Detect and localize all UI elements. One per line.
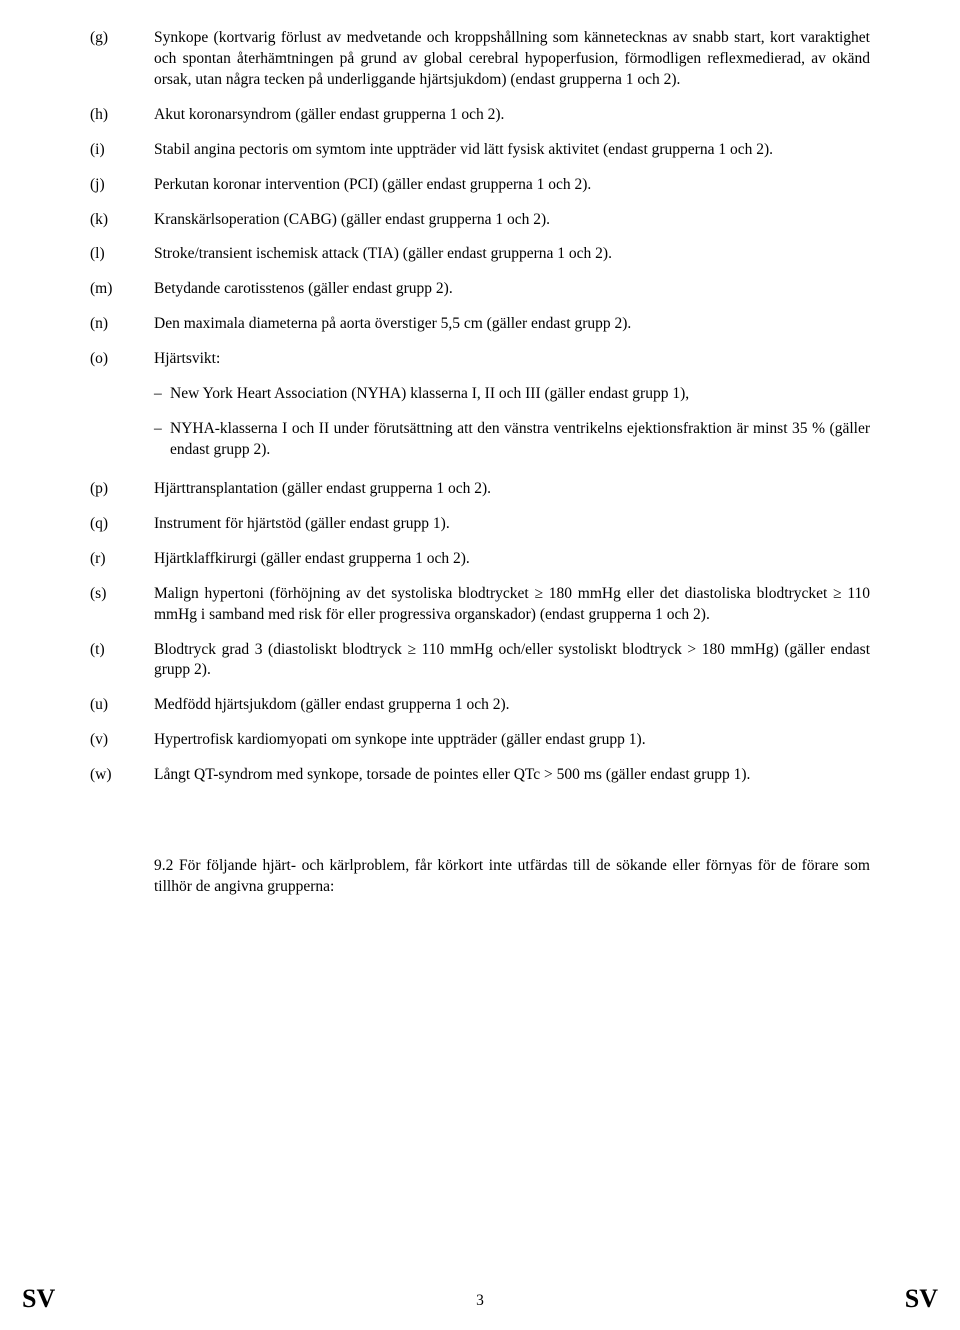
list-item: (k)Kranskärlsoperation (CABG) (gäller en… (90, 210, 870, 231)
list-item: (o)Hjärtsvikt: (90, 349, 870, 370)
item-label: (j) (90, 175, 154, 196)
list-item: (v)Hypertrofisk kardiomyopati om synkope… (90, 730, 870, 751)
item-label: (s) (90, 584, 154, 626)
item-text: Synkope (kortvarig förlust av medvetande… (154, 28, 870, 91)
item-text: Medfödd hjärtsjukdom (gäller endast grup… (154, 695, 870, 716)
sublist-item: –New York Heart Association (NYHA) klass… (154, 384, 870, 405)
item-label: (v) (90, 730, 154, 751)
footer-right: SV (905, 1284, 938, 1314)
dash-icon: – (154, 419, 170, 461)
item-text: Stroke/transient ischemisk attack (TIA) … (154, 244, 870, 265)
sublist-text: NYHA-klasserna I och II under förutsättn… (170, 419, 870, 461)
list-item: (j)Perkutan koronar intervention (PCI) (… (90, 175, 870, 196)
item-label: (o) (90, 349, 154, 370)
item-label: (w) (90, 765, 154, 786)
item-label: (u) (90, 695, 154, 716)
item-text: Betydande carotisstenos (gäller endast g… (154, 279, 870, 300)
sublist-item: –NYHA-klasserna I och II under förutsätt… (154, 419, 870, 461)
list-item: (l)Stroke/transient ischemisk attack (TI… (90, 244, 870, 265)
list-item: (m)Betydande carotisstenos (gäller endas… (90, 279, 870, 300)
item-label: (p) (90, 479, 154, 500)
list-item: (p)Hjärttransplantation (gäller endast g… (90, 479, 870, 500)
list-item: (q)Instrument för hjärtstöd (gäller enda… (90, 514, 870, 535)
item-label: (r) (90, 549, 154, 570)
list-item: (w)Långt QT-syndrom med synkope, torsade… (90, 765, 870, 786)
item-label: (q) (90, 514, 154, 535)
item-text: Hjärtklaffkirurgi (gäller endast grupper… (154, 549, 870, 570)
item-text: Perkutan koronar intervention (PCI) (gäl… (154, 175, 870, 196)
list-p-to-w: (p)Hjärttransplantation (gäller endast g… (90, 479, 870, 786)
item-label: (k) (90, 210, 154, 231)
list-item: (u)Medfödd hjärtsjukdom (gäller endast g… (90, 695, 870, 716)
item-text: Stabil angina pectoris om symtom inte up… (154, 140, 870, 161)
item-text: Akut koronarsyndrom (gäller endast grupp… (154, 105, 870, 126)
list-item: (t)Blodtryck grad 3 (diastoliskt blodtry… (90, 640, 870, 682)
item-label: (m) (90, 279, 154, 300)
item-label: (h) (90, 105, 154, 126)
page-number: 3 (0, 1292, 960, 1310)
item-label: (l) (90, 244, 154, 265)
list-item: (g)Synkope (kortvarig förlust av medveta… (90, 28, 870, 91)
item-text: Långt QT-syndrom med synkope, torsade de… (154, 765, 870, 786)
item-label: (g) (90, 28, 154, 91)
list-item: (s)Malign hypertoni (förhöjning av det s… (90, 584, 870, 626)
list-g-to-o: (g)Synkope (kortvarig förlust av medveta… (90, 28, 870, 370)
item-text: Instrument för hjärtstöd (gäller endast … (154, 514, 870, 535)
item-label: (t) (90, 640, 154, 682)
list-item: (r)Hjärtklaffkirurgi (gäller endast grup… (90, 549, 870, 570)
item-label: (n) (90, 314, 154, 335)
sublist-text: New York Heart Association (NYHA) klasse… (170, 384, 870, 405)
paragraph-9-2: 9.2 För följande hjärt- och kärlproblem,… (154, 856, 870, 898)
item-text: Den maximala diameterna på aorta översti… (154, 314, 870, 335)
sublist-o: –New York Heart Association (NYHA) klass… (154, 384, 870, 461)
item-label: (i) (90, 140, 154, 161)
item-text: Hjärttransplantation (gäller endast grup… (154, 479, 870, 500)
list-item: (i)Stabil angina pectoris om symtom inte… (90, 140, 870, 161)
item-text: Hjärtsvikt: (154, 349, 870, 370)
item-text: Blodtryck grad 3 (diastoliskt blodtryck … (154, 640, 870, 682)
item-text: Hypertrofisk kardiomyopati om synkope in… (154, 730, 870, 751)
item-text: Malign hypertoni (förhöjning av det syst… (154, 584, 870, 626)
list-item: (n)Den maximala diameterna på aorta över… (90, 314, 870, 335)
list-item: (h)Akut koronarsyndrom (gäller endast gr… (90, 105, 870, 126)
item-text: Kranskärlsoperation (CABG) (gäller endas… (154, 210, 870, 231)
dash-icon: – (154, 384, 170, 405)
